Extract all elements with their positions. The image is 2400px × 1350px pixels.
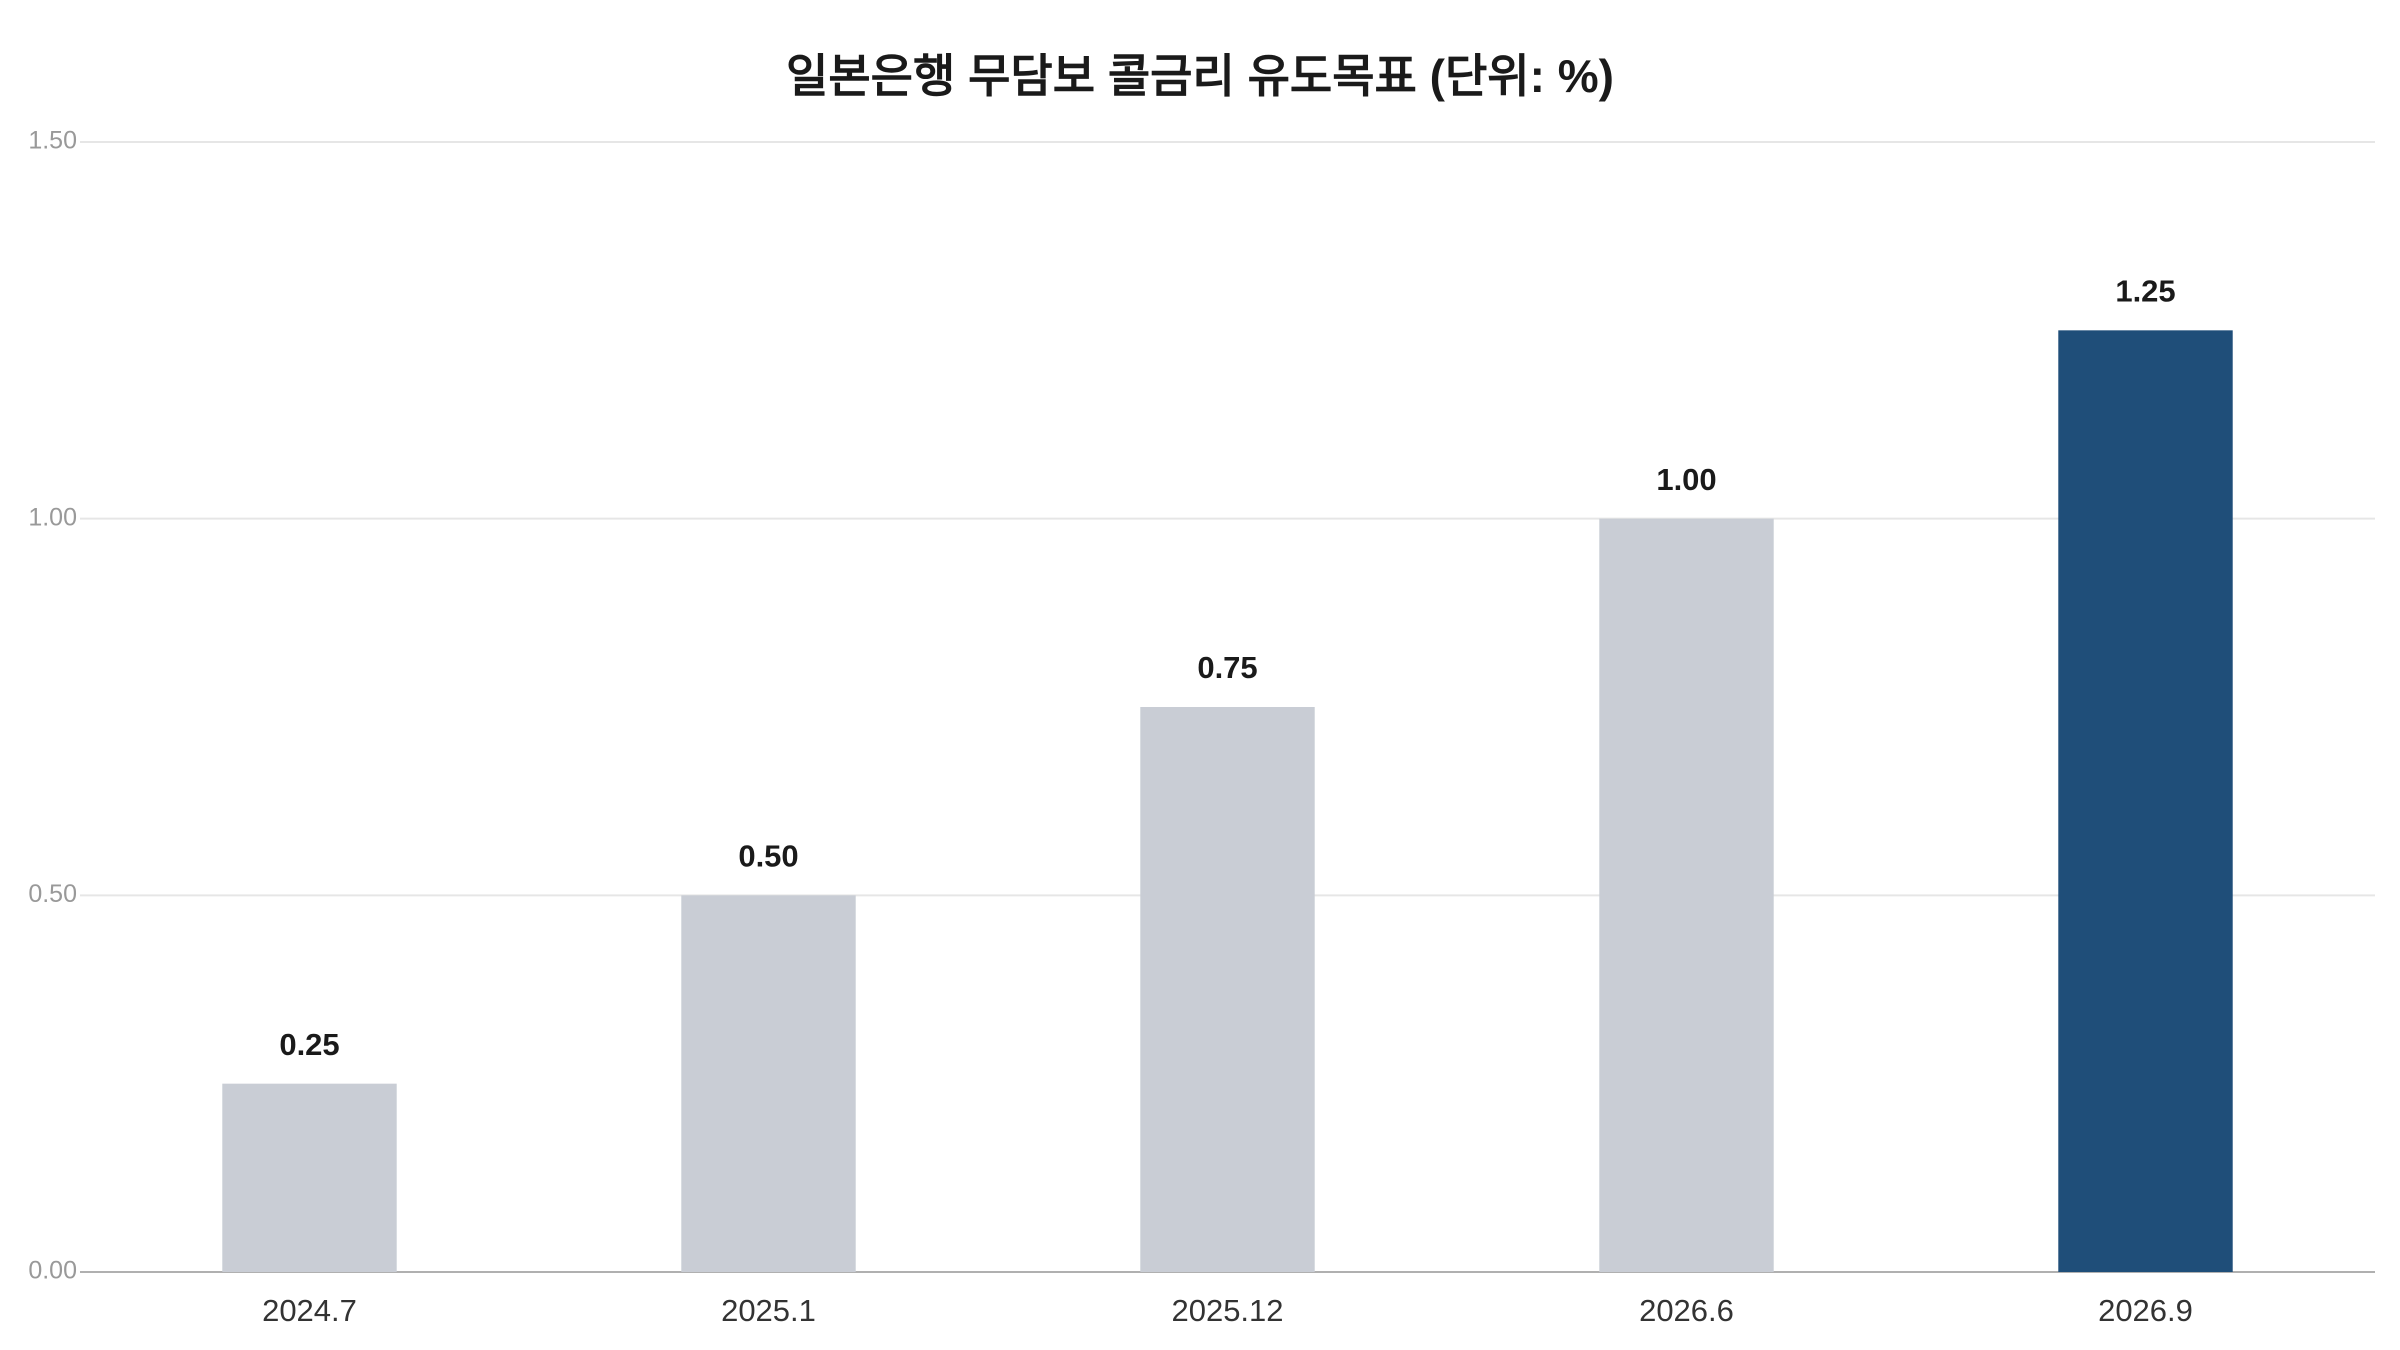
y-tick-label: 0.00 [28, 1257, 77, 1285]
chart-title: 일본은행 무담보 콜금리 유도목표 (단위: %) [786, 50, 1614, 102]
x-tick-label: 2025.1 [721, 1293, 816, 1328]
y-tick-label: 0.50 [28, 880, 77, 908]
value-label: 1.25 [2115, 274, 2175, 309]
value-label: 0.25 [279, 1027, 339, 1062]
x-tick-label: 2024.7 [262, 1293, 357, 1328]
bar [2058, 330, 2233, 1272]
value-label: 1.00 [1656, 462, 1716, 497]
bar [222, 1083, 397, 1272]
bar [681, 895, 856, 1272]
bar [1140, 707, 1315, 1272]
x-tick-label: 2025.12 [1171, 1293, 1283, 1328]
value-label: 0.50 [738, 839, 798, 874]
x-tick-label: 2026.6 [1639, 1293, 1734, 1328]
y-tick-label: 1.50 [28, 127, 77, 155]
y-tick-label: 1.00 [28, 503, 77, 531]
value-label: 0.75 [1197, 650, 1257, 685]
x-tick-label: 2026.9 [2098, 1293, 2193, 1328]
bar [1599, 518, 1774, 1272]
